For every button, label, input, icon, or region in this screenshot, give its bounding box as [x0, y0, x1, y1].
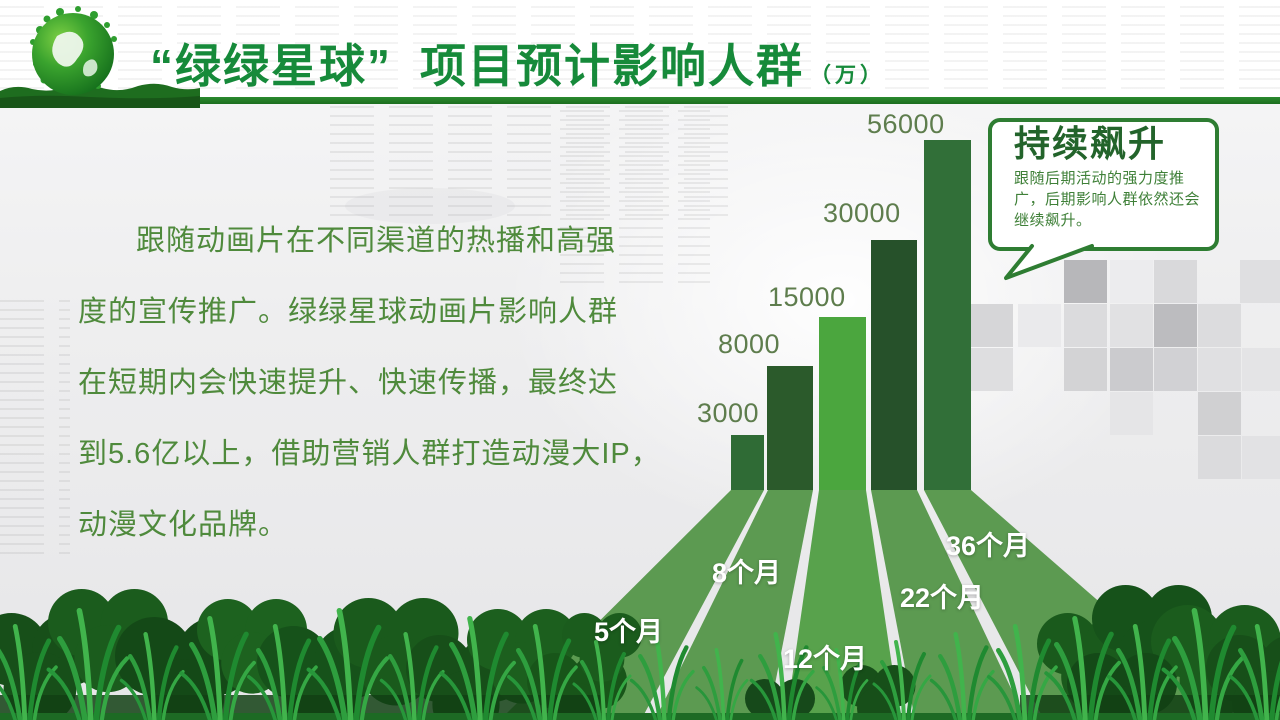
- bar-value-3000: 3000: [697, 398, 760, 428]
- callout-tail: [1004, 244, 1094, 280]
- callout-box: 持续飙升 跟随后期活动的强力度推广，后期影响人群依然还会继续飙升。: [988, 118, 1219, 251]
- intro-line: 度的宣传推广。绿绿星球动画片影响人群: [78, 296, 619, 328]
- grass-decoration: [0, 585, 1280, 720]
- page-title: “绿绿星球” 项目预计影响人群 （万）: [150, 30, 885, 96]
- bar-value-8000: 8000: [718, 329, 781, 359]
- category-label-12m: 12个月: [783, 644, 868, 674]
- bar-22-months: [871, 240, 917, 490]
- intro-line: 跟随动画片在不同渠道的热播和高强: [136, 225, 617, 257]
- bar-5-months: [731, 435, 764, 490]
- bar-value-30000: 30000: [823, 198, 901, 228]
- bar-12-months: [819, 317, 866, 490]
- title-rest: 项目预计影响人群: [420, 40, 804, 92]
- grass-strip-decoration: [0, 83, 200, 108]
- intro-line: 动漫文化品牌。: [78, 509, 289, 541]
- globe-icon: [30, 6, 117, 95]
- category-label-5m: 5个月: [594, 617, 664, 647]
- callout-title: 持续飙升: [1014, 123, 1167, 164]
- bar-8-months: [767, 366, 813, 490]
- bar-value-15000: 15000: [768, 282, 846, 312]
- intro-line: 到5.6亿以上，借助营销人群打造动漫大IP，: [78, 438, 661, 470]
- category-label-8m: 8个月: [712, 558, 782, 588]
- title-unit: （万）: [810, 64, 885, 87]
- header-divider: [0, 97, 1280, 104]
- category-label-36m: 36个月: [946, 531, 1031, 561]
- intro-paragraph: 跟随动画片在不同渠道的热播和高强 度的宣传推广。绿绿星球动画片影响人群 在短期内…: [78, 206, 661, 561]
- bar-36-months: [924, 140, 971, 490]
- callout-body: 跟随后期活动的强力度推广，后期影响人群依然还会继续飙升。: [1014, 170, 1201, 229]
- title-quoted: “绿绿星球”: [150, 40, 392, 92]
- bar-value-56000: 56000: [867, 109, 945, 139]
- category-label-22m: 22个月: [900, 583, 985, 613]
- intro-line: 在短期内会快速提升、快速传播，最终达: [78, 367, 619, 399]
